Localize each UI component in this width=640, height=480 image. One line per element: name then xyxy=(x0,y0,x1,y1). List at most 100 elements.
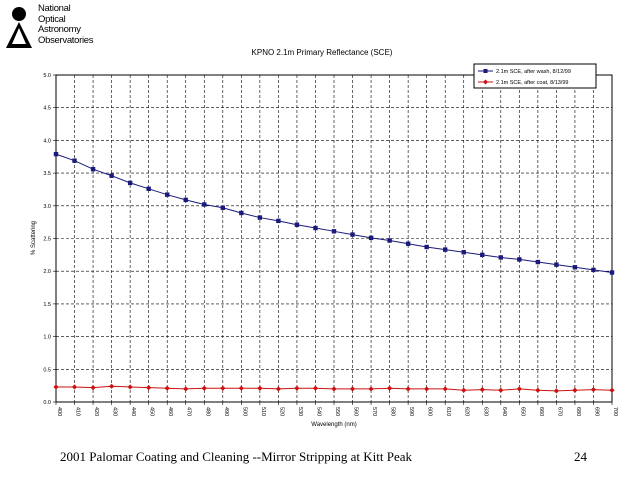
noao-logo-icon xyxy=(6,7,32,48)
data-point-series-1 xyxy=(442,386,448,392)
data-point-series-1 xyxy=(127,384,133,390)
data-point-series-1 xyxy=(349,386,356,392)
data-point-series-0 xyxy=(609,270,615,275)
logo-line: Astronomy xyxy=(38,24,81,35)
chart-title: KPNO 2.1m Primary Reflectance (SCE) xyxy=(252,48,393,57)
data-point-series-1 xyxy=(220,385,226,391)
data-point-series-1 xyxy=(109,383,115,389)
x-tick-label: 550 xyxy=(334,407,340,416)
data-point-series-1 xyxy=(461,387,467,393)
x-tick-label: 500 xyxy=(241,407,247,416)
x-tick-label: 610 xyxy=(445,407,451,416)
data-point-series-0 xyxy=(535,259,541,265)
x-tick-label: 580 xyxy=(390,407,396,416)
data-point-series-0 xyxy=(331,229,337,234)
data-point-series-0 xyxy=(202,202,207,207)
y-tick-label: 0.5 xyxy=(43,367,51,373)
x-tick-label: 660 xyxy=(538,407,544,416)
x-tick-label: 410 xyxy=(75,407,81,416)
data-point-series-1 xyxy=(312,385,319,391)
noao-logo: National Optical Astronomy Observatories xyxy=(4,3,104,48)
x-tick-label: 490 xyxy=(223,407,229,416)
data-point-series-1 xyxy=(405,386,411,392)
data-point-series-1 xyxy=(53,384,59,390)
axis-ticks: 400 410 420 430 440 450 460 470 480 490 500 510 520 5… xyxy=(43,73,618,416)
data-point-series-0 xyxy=(294,222,300,227)
data-point-series-0 xyxy=(517,257,522,262)
x-tick-label: 570 xyxy=(371,407,377,416)
reflectance-chart: KPNO 2.1m Primary Reflectance (SCE) 400 4… xyxy=(31,48,618,428)
data-point-series-0 xyxy=(480,252,485,258)
data-point-series-1 xyxy=(590,386,597,393)
x-tick-label: 420 xyxy=(93,407,99,416)
y-axis-label: % Scattering xyxy=(31,221,37,255)
y-tick-label: 3.5 xyxy=(43,171,51,177)
y-tick-label: 1.5 xyxy=(43,302,51,308)
data-point-series-1 xyxy=(146,385,152,391)
data-point-series-0 xyxy=(387,238,392,243)
legend-marker-coat xyxy=(483,79,488,85)
data-point-series-0 xyxy=(572,265,578,270)
data-point-series-1 xyxy=(424,386,430,392)
x-tick-label: 700 xyxy=(612,407,618,416)
x-tick-label: 400 xyxy=(56,407,62,416)
data-point-series-1 xyxy=(553,388,559,394)
y-tick-label: 1.0 xyxy=(43,335,51,341)
x-tick-label: 470 xyxy=(186,407,192,416)
logo-line: Optical xyxy=(38,13,66,25)
data-point-series-0 xyxy=(276,218,281,224)
x-tick-label: 670 xyxy=(556,407,562,416)
data-point-series-0 xyxy=(405,241,411,246)
logo-line: National xyxy=(38,3,71,14)
data-point-series-1 xyxy=(238,385,244,391)
data-point-series-0 xyxy=(257,215,263,220)
data-point-series-1 xyxy=(368,386,374,392)
y-tick-label: 0.0 xyxy=(43,400,51,406)
x-tick-label: 620 xyxy=(464,407,470,416)
x-tick-label: 510 xyxy=(260,407,266,416)
data-point-series-1 xyxy=(535,387,541,393)
x-tick-label: 430 xyxy=(112,407,118,416)
data-point-series-1 xyxy=(572,387,578,393)
x-tick-label: 450 xyxy=(149,407,155,416)
legend-label-coat: 2.1m SCE, after coat, 8/13/99 xyxy=(496,80,568,86)
data-point-series-0 xyxy=(72,158,77,163)
footer-caption: 2001 Palomar Coating and Cleaning --Mirr… xyxy=(60,449,413,464)
data-point-series-1 xyxy=(183,386,189,392)
x-tick-label: 680 xyxy=(575,407,581,416)
data-point-series-0 xyxy=(443,247,448,252)
y-tick-label: 4.5 xyxy=(43,106,51,112)
data-point-series-1 xyxy=(201,385,207,391)
data-point-series-1 xyxy=(294,385,300,391)
x-axis-label: Wavelength (nm) xyxy=(311,422,356,428)
y-tick-label: 3.0 xyxy=(43,204,51,210)
logo-line: Observatories xyxy=(38,34,94,46)
logo-text: National Optical Astronomy Observatories xyxy=(38,3,94,46)
data-point-series-1 xyxy=(479,386,485,393)
x-tick-label: 600 xyxy=(427,407,433,416)
legend-marker-wash xyxy=(483,69,488,73)
data-point-series-1 xyxy=(498,387,504,393)
legend: 2.1m SCE, after wash, 8/12/99 2.1m SCE, … xyxy=(473,63,597,89)
data-point-series-1 xyxy=(516,386,522,392)
x-tick-label: 650 xyxy=(519,407,525,416)
data-point-series-0 xyxy=(109,173,114,178)
x-tick-label: 590 xyxy=(408,407,414,416)
data-point-series-0 xyxy=(313,225,318,231)
x-tick-label: 460 xyxy=(167,407,173,416)
x-tick-label: 690 xyxy=(593,407,599,416)
data-point-series-0 xyxy=(424,244,429,250)
x-tick-label: 640 xyxy=(501,407,507,416)
y-tick-label: 2.5 xyxy=(43,237,51,243)
series-layer xyxy=(53,151,615,394)
x-tick-label: 520 xyxy=(278,407,284,416)
y-tick-label: 2.0 xyxy=(43,269,51,275)
x-tick-label: 440 xyxy=(130,407,136,416)
data-point-series-0 xyxy=(165,192,170,197)
data-point-series-0 xyxy=(220,205,225,210)
x-tick-label: 480 xyxy=(204,407,210,416)
data-point-series-0 xyxy=(127,180,133,186)
data-point-series-1 xyxy=(90,385,96,391)
data-point-series-0 xyxy=(183,197,188,203)
legend-label-wash: 2.1m SCE, after wash, 8/12/99 xyxy=(496,69,571,75)
